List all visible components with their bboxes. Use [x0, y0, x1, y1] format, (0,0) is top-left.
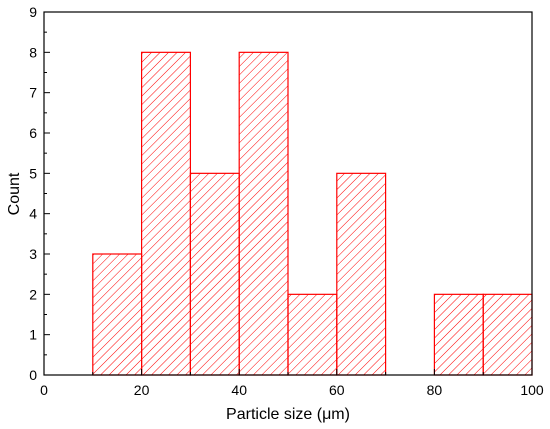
y-tick-label: 6 [29, 125, 37, 141]
bar-10-20 [92, 253, 143, 376]
ticks-group: 0 20 40 60 80 100 0 1 2 3 4 5 6 7 8 9 [29, 4, 544, 398]
x-axis-label: Particle size (μm) [226, 406, 350, 423]
bar-40-50 [238, 51, 289, 376]
y-tick-label: 0 [29, 367, 37, 383]
y-tick-label: 5 [29, 165, 37, 181]
x-tick-label: 40 [231, 382, 247, 398]
x-tick-label: 60 [329, 382, 345, 398]
bar-20-30 [141, 51, 192, 376]
bars-group [92, 51, 533, 376]
x-tick-label: 20 [134, 382, 150, 398]
bar-50-60 [287, 293, 338, 376]
bar-30-40 [189, 172, 240, 376]
y-axis-label: Count [6, 172, 23, 215]
bar-60-70 [336, 172, 387, 376]
bar-90-100 [482, 293, 533, 376]
x-tick-label: 80 [427, 382, 443, 398]
x-tick-label: 0 [40, 382, 48, 398]
y-tick-label: 4 [29, 206, 37, 222]
x-tick-label: 100 [520, 382, 544, 398]
y-tick-label: 7 [29, 85, 37, 101]
y-tick-label: 8 [29, 44, 37, 60]
y-tick-label: 3 [29, 246, 37, 262]
y-tick-label: 1 [29, 327, 37, 343]
y-tick-label: 9 [29, 4, 37, 20]
bar-80-90 [433, 293, 484, 376]
y-tick-label: 2 [29, 286, 37, 302]
